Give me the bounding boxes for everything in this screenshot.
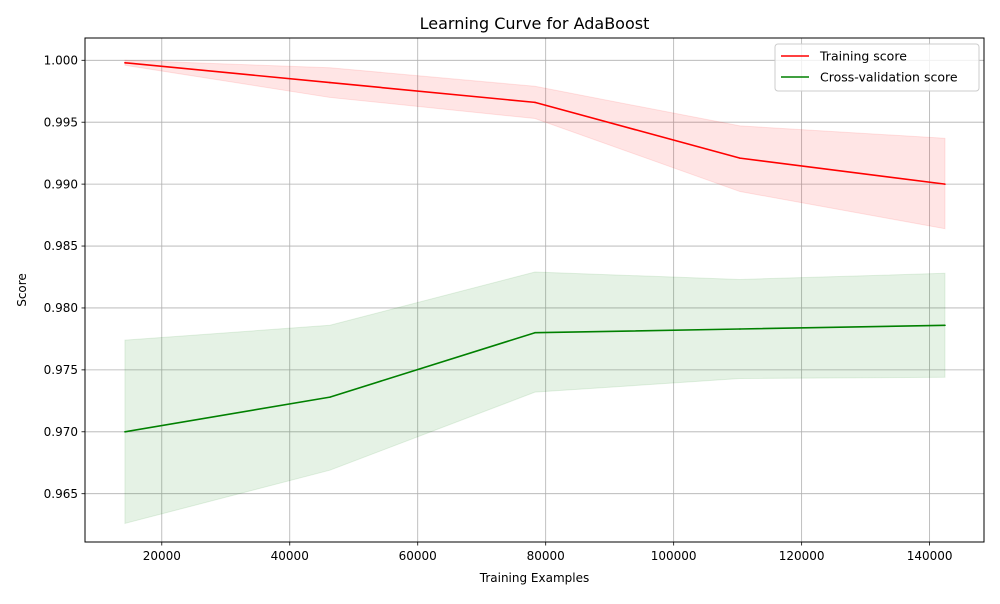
chart-title: Learning Curve for AdaBoost [420, 14, 650, 33]
y-tick-label: 0.985 [44, 239, 78, 253]
grid-lines [85, 38, 984, 542]
y-axis-label: Score [15, 273, 29, 307]
training-score-point [329, 81, 331, 84]
cross-validation-score-band [124, 271, 946, 525]
y-tick-label: 0.970 [44, 425, 78, 439]
y-tick-label: 0.980 [44, 301, 78, 315]
plot-frame [84, 37, 985, 543]
x-tick-label: 20000 [143, 549, 181, 563]
confidence-bands [124, 59, 946, 525]
legend: Training score Cross-validation score [774, 43, 980, 92]
y-tick-label: 0.995 [44, 115, 78, 129]
x-axis-label: Training Examples [479, 571, 589, 585]
y-tick-label: 1.000 [44, 53, 78, 67]
cross-validation-score-point [534, 331, 536, 334]
legend-label-cross-validation-score: Cross-validation score [820, 70, 958, 85]
training-score-point [124, 61, 126, 64]
training-score-band [124, 59, 946, 230]
x-axis-ticks: 20000 40000 60000 80000 100000 120000 140000 [143, 542, 953, 563]
cross-validation-score-point [944, 324, 946, 327]
y-tick-label: 0.990 [44, 177, 78, 191]
training-score-point [739, 157, 741, 159]
cross-validation-score-point [124, 430, 126, 433]
cross-validation-score-point [329, 396, 331, 398]
x-tick-label: 100000 [651, 549, 697, 563]
x-tick-label: 120000 [779, 549, 825, 563]
training-score-point [944, 183, 946, 185]
y-tick-label: 0.975 [44, 363, 78, 377]
y-tick-label: 0.965 [44, 487, 78, 501]
y-axis-ticks: 0.965 0.970 0.975 0.980 0.985 0.990 0.995 1.000 [44, 53, 85, 501]
legend-box [774, 43, 980, 92]
training-score-point [534, 101, 536, 104]
x-tick-label: 60000 [399, 549, 437, 563]
legend-label-training-score: Training score [819, 49, 907, 64]
x-tick-label: 80000 [527, 549, 565, 563]
x-tick-label: 140000 [907, 549, 953, 563]
cross-validation-score-point [739, 328, 741, 330]
x-tick-label: 40000 [271, 549, 309, 563]
series-lines [124, 61, 946, 433]
